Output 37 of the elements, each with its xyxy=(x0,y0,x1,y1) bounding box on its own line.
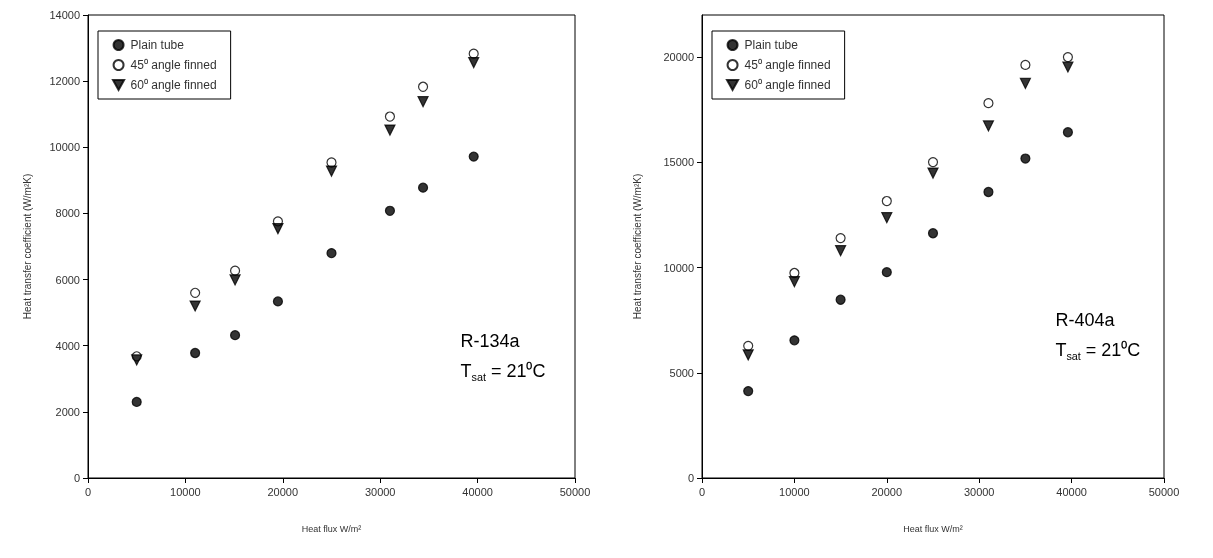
x-axis-title: Heat flux W/m² xyxy=(903,523,963,534)
y-tick-label: 20000 xyxy=(663,51,694,64)
x-tick-label: 20000 xyxy=(871,485,903,498)
annotation: R-134a xyxy=(460,331,521,352)
x-tick-label: 40000 xyxy=(1056,485,1087,498)
y-tick-label: 10000 xyxy=(49,141,80,154)
y-axis-title: Heat transfer coefficient (W/m²K) xyxy=(21,173,33,320)
x-tick-label: 50000 xyxy=(1148,485,1180,498)
x-tick-label: 30000 xyxy=(963,485,995,498)
y-tick-label: 5000 xyxy=(669,366,694,379)
legend-label: 45⁰ angle finned xyxy=(744,58,831,72)
x-tick-label: 20000 xyxy=(267,485,299,498)
annotation: R-404a xyxy=(1055,310,1116,331)
legend-label: 60⁰ angle finned xyxy=(744,78,831,92)
y-tick-label: 15000 xyxy=(663,156,694,169)
legend-label: 45⁰ angle finned xyxy=(130,58,217,72)
y-axis-title: Heat transfer coefficient (W/m²K) xyxy=(631,173,643,320)
x-axis-title: Heat flux W/m² xyxy=(301,523,362,534)
y-tick-label: 12000 xyxy=(49,75,80,88)
y-tick-label: 14000 xyxy=(49,9,80,21)
x-tick-label: 0 xyxy=(698,485,706,498)
legend-label: Plain tube xyxy=(744,38,799,52)
x-tick-label: 50000 xyxy=(559,485,591,498)
y-tick-label: 2000 xyxy=(55,405,80,418)
x-tick-label: 30000 xyxy=(364,485,396,498)
y-tick-label: 4000 xyxy=(55,339,80,352)
x-tick-label: 0 xyxy=(84,485,92,498)
y-tick-label: 0 xyxy=(687,472,694,484)
y-tick-label: 0 xyxy=(73,472,80,484)
y-tick-label: 8000 xyxy=(55,207,80,220)
legend-label: 60⁰ angle finned xyxy=(130,78,217,92)
legend-label: Plain tube xyxy=(130,38,185,52)
y-tick-label: 6000 xyxy=(55,273,80,286)
y-tick-label: 10000 xyxy=(663,261,694,274)
x-tick-label: 10000 xyxy=(170,485,201,498)
x-tick-label: 40000 xyxy=(462,485,493,498)
x-tick-label: 10000 xyxy=(779,485,810,498)
